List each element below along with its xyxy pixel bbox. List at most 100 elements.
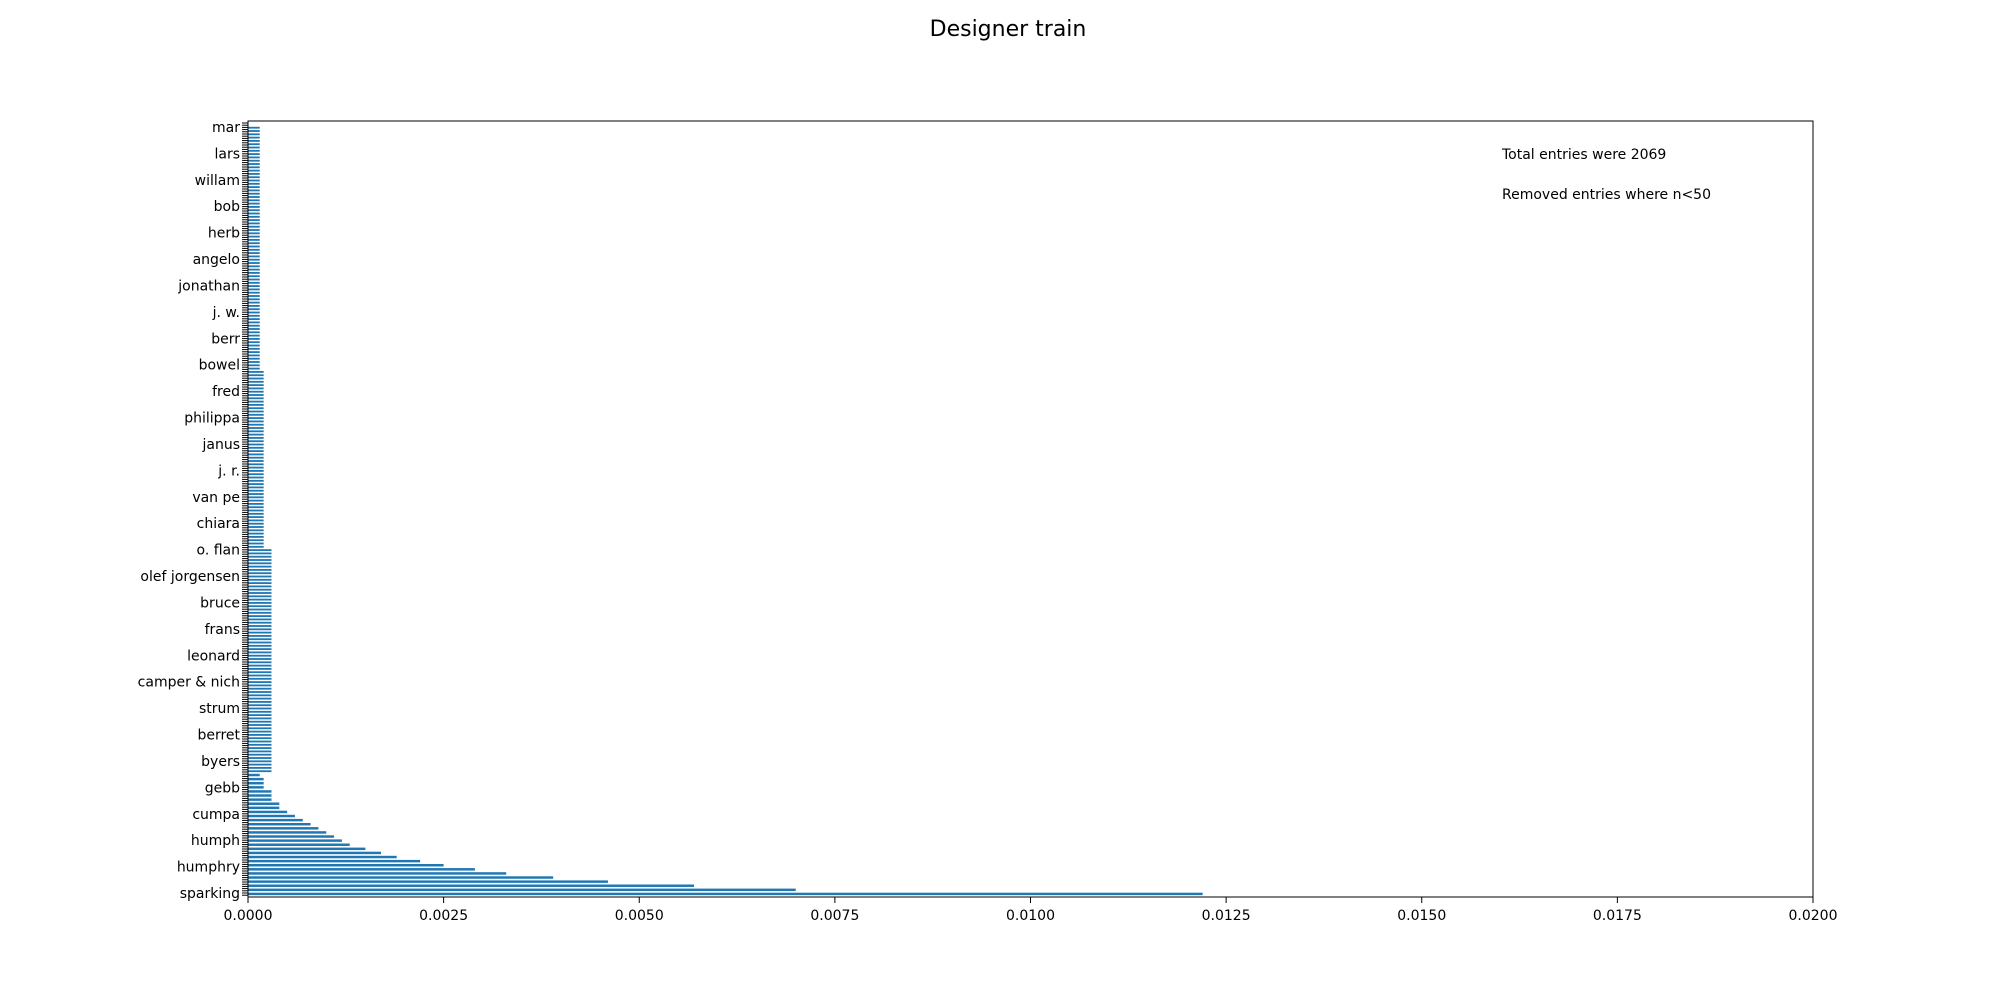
- bar-tail-127: [248, 351, 260, 354]
- bar-4: [248, 876, 554, 879]
- bar-tail-25: [248, 687, 272, 690]
- bar-tail-152: [248, 268, 260, 271]
- bar-tail-72: [248, 532, 264, 535]
- bar-tail-184: [248, 163, 260, 165]
- bar-tail-52: [248, 598, 272, 601]
- bar-tail-43: [248, 628, 272, 631]
- bar-tail-38: [248, 644, 272, 647]
- x-tick-label-0: 0.0000: [224, 908, 273, 924]
- bar-tail-35: [248, 654, 272, 657]
- bar-tail-0: [248, 770, 272, 773]
- bar-tail-142: [248, 301, 260, 304]
- bar-tail-56: [248, 585, 272, 588]
- bar-tail-9: [248, 740, 272, 743]
- bar-tail-193: [248, 133, 260, 136]
- bar-tail-174: [248, 196, 260, 198]
- x-tick-label-4: 0.0100: [1006, 908, 1055, 924]
- bar-tail-169: [248, 212, 260, 215]
- bar-tail-47: [248, 615, 272, 618]
- bar-tail-185: [248, 159, 260, 162]
- bar-tail-175: [248, 192, 260, 195]
- bar-tail-177: [248, 186, 260, 189]
- bar-tail-57: [248, 582, 272, 585]
- bar-tail-171: [248, 206, 260, 208]
- bar-tail-63: [248, 562, 272, 565]
- bar-tail-176: [248, 189, 260, 192]
- bar-27: [248, 782, 264, 785]
- bar-tail-154: [248, 262, 260, 264]
- bar-16: [248, 827, 319, 830]
- bar-tail-159: [248, 245, 260, 248]
- bar-tail-116: [248, 387, 264, 390]
- bar-tail-97: [248, 450, 264, 453]
- bar-tail-156: [248, 255, 260, 258]
- y-tick-label-15: van pe: [192, 490, 240, 506]
- y-tick-label-16: j. r.: [217, 463, 240, 479]
- bar-9: [248, 855, 397, 859]
- bar-tail-85: [248, 489, 264, 492]
- y-tick-label-13: o. flan: [197, 543, 241, 559]
- bar-tail-27: [248, 681, 272, 684]
- bar-tail-92: [248, 466, 264, 469]
- x-tick-label-5: 0.0125: [1202, 908, 1251, 924]
- bar-tail-95: [248, 456, 264, 459]
- bar-tail-141: [248, 305, 260, 307]
- chart-title: Designer train: [930, 17, 1087, 42]
- y-tick-label-4: gebb: [205, 780, 240, 796]
- bar-tail-18: [248, 710, 272, 713]
- bar-tail-51: [248, 602, 272, 604]
- y-tick-label-28: lars: [214, 146, 240, 162]
- bar-tail-149: [248, 278, 260, 281]
- bar-tail-110: [248, 407, 264, 410]
- bar-tail-32: [248, 664, 272, 667]
- bar-tail-24: [248, 691, 272, 693]
- bar-tail-187: [248, 153, 260, 156]
- bar-tail-134: [248, 328, 260, 330]
- bar-tail-140: [248, 308, 260, 311]
- x-axis: 0.0000 0.0025 0.0050 0.0075 0.0100 0.0125 0.01…: [224, 122, 1838, 924]
- bar-tail-190: [248, 143, 260, 146]
- bar-tail-123: [248, 364, 260, 367]
- bar-25: [248, 790, 272, 793]
- bar-tail-191: [248, 140, 260, 142]
- bar-20: [248, 810, 288, 814]
- annotation-removed-entries: Removed entries where n<50: [1502, 187, 1711, 203]
- y-tick-label-18: philippa: [184, 411, 240, 427]
- bar-tail-114: [248, 394, 264, 396]
- bar-tail-1: [248, 767, 272, 769]
- bar-29: [248, 773, 260, 777]
- bar-tail-61: [248, 569, 272, 571]
- bar-tail-144: [248, 295, 260, 297]
- y-tick-label-5: byers: [201, 754, 240, 770]
- bar-tail-163: [248, 232, 260, 235]
- bar-tail-139: [248, 311, 260, 314]
- bar-tail-164: [248, 229, 260, 231]
- bar-tail-158: [248, 248, 260, 251]
- bar-tail-15: [248, 720, 272, 723]
- bar-tail-55: [248, 588, 272, 591]
- bar-tail-102: [248, 433, 264, 436]
- bar-tail-20: [248, 704, 272, 707]
- bar-11: [248, 847, 366, 851]
- y-tick-label-11: bruce: [200, 595, 240, 611]
- bar-26: [248, 786, 264, 789]
- bar-tail-33: [248, 661, 272, 664]
- bar-18: [248, 818, 303, 822]
- bar-tail-90: [248, 473, 264, 476]
- annotation-total-entries: Total entries were 2069: [1501, 147, 1666, 163]
- bar-tail-39: [248, 641, 272, 644]
- bar-tail-8: [248, 743, 272, 746]
- bar-tail-50: [248, 605, 272, 608]
- bar-tail-119: [248, 377, 264, 380]
- bar-tail-125: [248, 357, 260, 360]
- bar-tail-68: [248, 545, 264, 548]
- bar-tail-79: [248, 509, 264, 512]
- x-tick-label-1: 0.0025: [419, 908, 468, 924]
- bar-6: [248, 868, 475, 871]
- bar-tail-46: [248, 618, 272, 621]
- bar-14: [248, 835, 335, 838]
- y-tick-label-1: humphry: [177, 860, 240, 876]
- bar-tail-115: [248, 390, 264, 393]
- bar-tail-135: [248, 324, 260, 327]
- bar-22: [248, 802, 280, 805]
